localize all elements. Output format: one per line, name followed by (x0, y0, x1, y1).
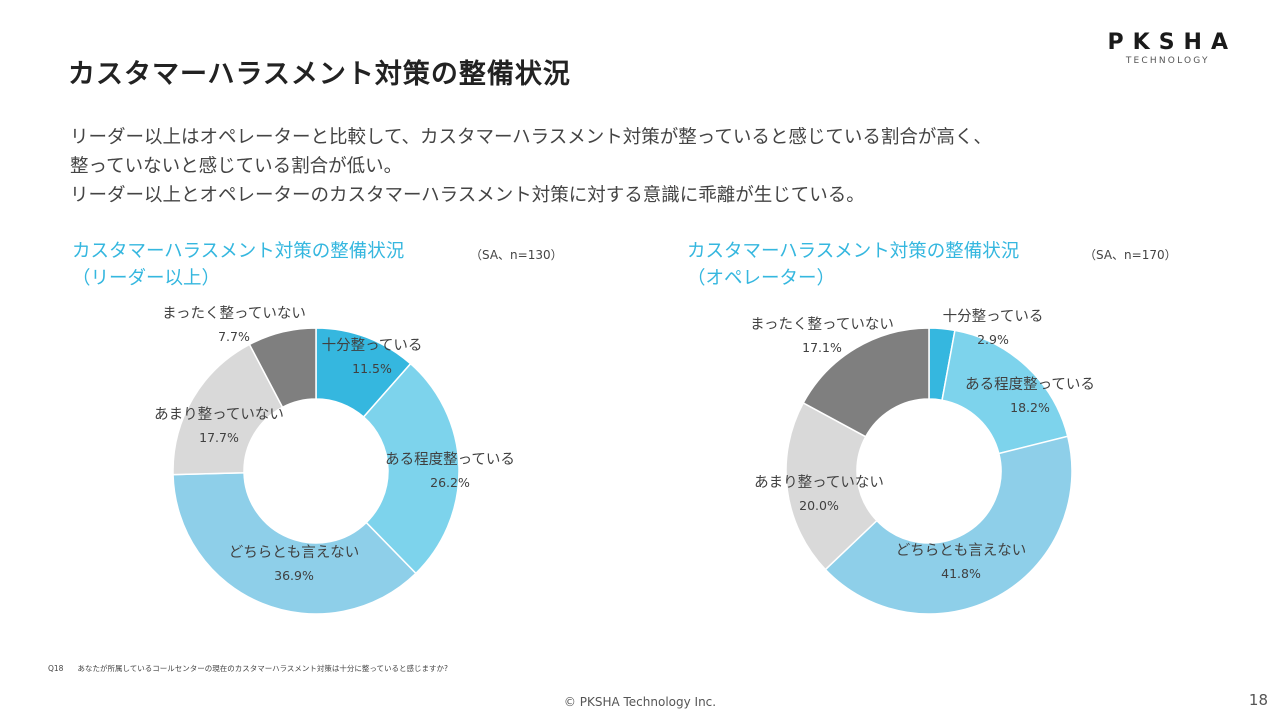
logo-name: PKSHA (1107, 30, 1237, 55)
copyright: © PKSHA Technology Inc. (563, 695, 717, 709)
summary-line-1: リーダー以上はオペレーターと比較して、カスタマーハラスメント対策が整っていると感… (70, 127, 992, 148)
summary-text: リーダー以上はオペレーターと比較して、カスタマーハラスメント対策が整っていると感… (70, 123, 1190, 210)
leader-value-not-much: 17.7% (199, 430, 239, 445)
leader-label-not-much: あまり整っていない (154, 406, 284, 423)
operator-value-fully: 2.9% (977, 332, 1009, 347)
summary-line-3: リーダー以上とオペレーターのカスタマーハラスメント対策に対する意識に乖離が生じて… (70, 185, 865, 206)
operator-slice-somewhat (941, 329, 1069, 455)
footnote-question-id: Q18 (48, 664, 64, 673)
footnote: Q18 あなたが所属しているコールセンターの現在のカスタマーハラスメント対策は十分… (48, 663, 448, 674)
operator-slice-not-much (785, 401, 878, 571)
leader-label-not-at-all: まったく整っていない (162, 305, 306, 322)
operator-value-somewhat: 18.2% (1010, 400, 1050, 415)
operator-slice-not-at-all (802, 327, 930, 438)
operator-chart-title-line1: カスタマーハラスメント対策の整備状況 (687, 241, 1020, 262)
operator-label-somewhat: ある程度整っている (965, 376, 1095, 393)
leader-label-neutral: どちらとも言えない (229, 544, 360, 561)
operator-label-not-at-all: まったく整っていない (750, 316, 894, 333)
operator-label-fully: 十分整っている (943, 308, 1044, 325)
page-title: カスタマーハラスメント対策の整備状況 (68, 59, 571, 90)
operator-slice-neutral (824, 435, 1073, 615)
leader-slice-neutral (172, 472, 417, 615)
operator-value-not-at-all: 17.1% (802, 340, 842, 355)
footnote-question-text: あなたが所属しているコールセンターの現在のカスタマーハラスメント対策は十分に整っ… (77, 664, 449, 673)
leader-value-neutral: 36.9% (274, 568, 314, 583)
operator-chart-title-line2: （オペレーター） (687, 268, 836, 289)
leader-value-fully: 11.5% (352, 361, 392, 376)
operator-chart-sample-note: （SA、n=170） (1084, 248, 1177, 262)
leader-slice-not-at-all (248, 327, 317, 409)
operator-label-not-much: あまり整っていない (754, 474, 884, 491)
pksha-logo: PKSHA TECHNOLOGY (1108, 30, 1228, 66)
logo-subtitle: TECHNOLOGY (1125, 56, 1210, 66)
operator-label-neutral: どちらとも言えない (896, 542, 1027, 559)
leader-chart-title: カスタマーハラスメント対策の整備状況 （リーダー以上） (72, 238, 404, 292)
leader-value-somewhat: 26.2% (430, 475, 470, 490)
operator-value-neutral: 41.8% (941, 566, 981, 581)
leader-slice-somewhat (362, 362, 460, 575)
leader-chart-sample-note: （SA、n=130） (470, 248, 563, 262)
leader-chart-title-line1: カスタマーハラスメント対策の整備状況 (72, 241, 405, 262)
page-number: 18 (1248, 691, 1268, 709)
operator-chart-title: カスタマーハラスメント対策の整備状況 （オペレーター） (687, 238, 1019, 292)
summary-line-2: 整っていないと感じている割合が低い。 (70, 156, 403, 177)
operator-value-not-much: 20.0% (799, 498, 839, 513)
leader-label-fully: 十分整っている (322, 337, 423, 354)
leader-chart-title-line2: （リーダー以上） (72, 268, 221, 289)
leader-label-somewhat: ある程度整っている (385, 451, 515, 468)
leader-value-not-at-all: 7.7% (218, 329, 250, 344)
